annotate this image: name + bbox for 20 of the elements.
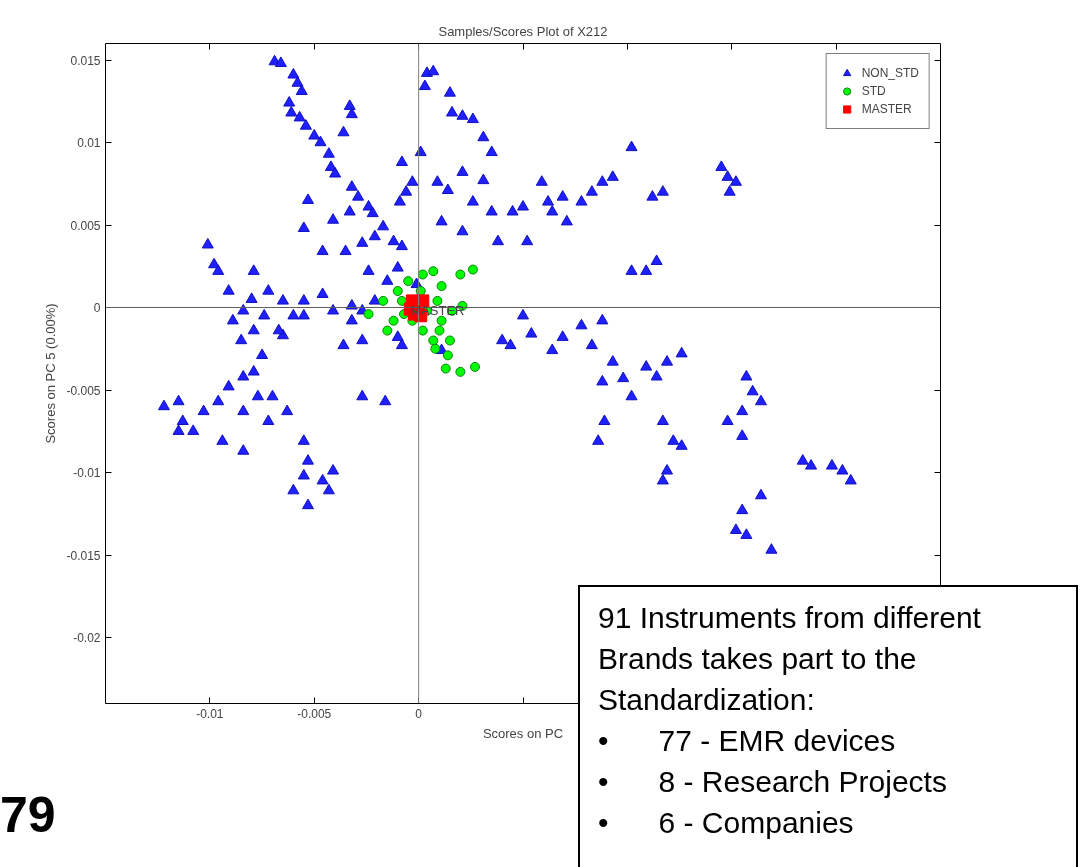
x-tick-label: -0.005	[297, 706, 332, 721]
y-tick-label: 0	[93, 301, 101, 315]
y-tick-label: -0.005	[66, 383, 101, 398]
y-tick-label: 0.01	[77, 136, 101, 150]
x-tick-label: -0.01	[196, 706, 224, 721]
y-axis-title: Scores on PC 5 (0.00%)	[43, 303, 59, 444]
picture-text-box: 91 Instruments from different Brands takes part to the Standardization: • 77 - EMR devices • 8 - Research Projects • 6 - Companies	[578, 585, 1078, 867]
legend-label: STD	[861, 83, 886, 100]
text: 79	[0, 786, 56, 845]
legend-label: NON_STD	[861, 65, 919, 82]
legend-label: MASTER	[861, 101, 912, 118]
y-tick-label: 0.005	[70, 218, 101, 233]
chart-title: Samples/Scores Plot of X212	[438, 23, 608, 39]
y-tick-label: -0.02	[73, 631, 101, 645]
y-tick-label: 0.015	[70, 53, 101, 68]
x-tick-label: 0	[415, 706, 423, 721]
y-tick-label: -0.01	[73, 466, 101, 480]
y-tick-label: -0.015	[66, 548, 101, 563]
annotation: MASTER	[410, 303, 465, 319]
x-axis-title: Scores on PC	[482, 725, 564, 741]
